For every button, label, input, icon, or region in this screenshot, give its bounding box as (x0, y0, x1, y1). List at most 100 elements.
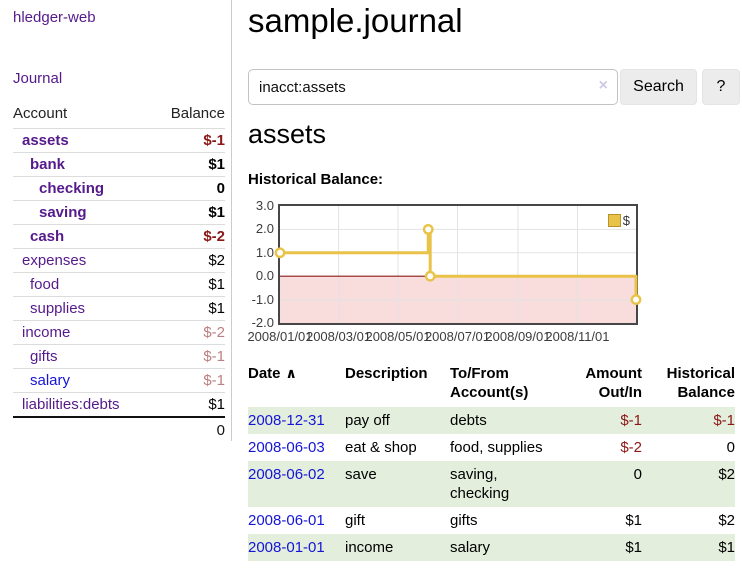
x-axis-tick-label: 2008/05/01 (365, 329, 431, 344)
y-axis-tick-label: 0.0 (255, 268, 274, 284)
account-row: salary $-1 (13, 368, 225, 392)
table-row: 2008-06-01 gift gifts $1 $2 (248, 507, 735, 534)
transaction-date-link[interactable]: 2008-01-01 (248, 539, 325, 556)
transaction-balance: 0 (726, 439, 735, 456)
account-link-assets[interactable]: assets (22, 132, 69, 149)
transaction-description: pay off (345, 412, 390, 429)
y-axis-tick-label: 2.0 (255, 221, 274, 237)
account-row: checking 0 (13, 176, 225, 200)
header-balance: Historical Balance (666, 365, 735, 401)
register-table-header: Date ∧ Description To/From Account(s) Amo… (248, 359, 735, 407)
search-box: × (248, 69, 618, 105)
table-row: 2008-06-03 eat & shop food, supplies $-2 0 (248, 434, 735, 461)
accounts-total: 0 (13, 416, 225, 443)
chart-title: Historical Balance: (248, 171, 384, 188)
transaction-amount: $1 (625, 512, 642, 529)
account-row: bank $1 (13, 152, 225, 176)
account-balance: $1 (208, 276, 225, 293)
transaction-amount: $-2 (620, 439, 642, 456)
transaction-date-link[interactable]: 2008-06-01 (248, 512, 325, 529)
account-row: expenses $2 (13, 248, 225, 272)
table-row: 2008-06-02 save saving, checking 0 $2 (248, 461, 735, 507)
account-balance: $1 (208, 204, 225, 221)
account-balance: $-1 (203, 132, 225, 149)
account-link-supplies[interactable]: supplies (30, 300, 86, 317)
account-balance: $-1 (203, 348, 225, 365)
account-link-food[interactable]: food (30, 276, 60, 293)
transaction-amount: $-1 (620, 412, 642, 429)
accounts-table: Account Balance assets $-1 bank $1 checking 0… (13, 104, 225, 443)
transaction-date-link[interactable]: 2008-06-03 (248, 439, 325, 456)
transaction-description: eat & shop (345, 439, 417, 456)
table-row: 2008-12-31 pay off debts $-1 $-1 (248, 407, 735, 434)
account-link-salary[interactable]: salary (30, 372, 71, 389)
transaction-balance: $1 (718, 539, 735, 556)
accounts-rows: assets $-1 bank $1 checking 0 saving $1 cash $-2 e… (13, 128, 225, 416)
x-axis-tick-label: 2008/03/01 (305, 329, 372, 344)
legend-label: $ (622, 213, 630, 228)
transaction-amount: $1 (625, 539, 642, 556)
account-balance: $1 (208, 300, 225, 317)
search-input[interactable] (248, 69, 618, 105)
account-balance: $-2 (203, 228, 225, 245)
historical-balance-chart: $ 3.0 2.0 1.0 0.0 -1.0 -2.0 2008/01/01 2008/03… (247, 198, 742, 349)
x-axis-tick-label: 2008/01/01 (247, 329, 313, 344)
transaction-balance: $-1 (713, 412, 735, 429)
account-row: cash $-2 (13, 224, 225, 248)
x-axis-tick-label: 2008/07/01 (424, 329, 491, 344)
transaction-description: save (345, 466, 377, 483)
account-link-checking[interactable]: checking (39, 180, 105, 197)
search-bar: × Search ? (248, 69, 742, 105)
transaction-balance: $2 (718, 466, 735, 483)
transaction-accounts: food, supplies (450, 439, 543, 456)
chart-plot-area: $ (274, 204, 642, 325)
table-row: 2008-01-01 income salary $1 $1 (248, 534, 735, 561)
account-link-liabilities-debts[interactable]: liabilities:debts (22, 396, 120, 413)
account-balance: $1 (208, 156, 225, 173)
transaction-description: income (345, 539, 394, 556)
y-axis-tick-label: 3.0 (255, 198, 274, 213)
transaction-accounts: gifts (450, 512, 478, 529)
header-date[interactable]: Date ∧ (248, 365, 297, 382)
account-row: saving $1 (13, 200, 225, 224)
chart-legend: $ (606, 212, 631, 229)
sidebar-item-journal[interactable]: Journal (13, 70, 63, 87)
transaction-accounts: saving, checking (450, 466, 510, 502)
transaction-date-link[interactable]: 2008-12-31 (248, 412, 325, 429)
header-description: Description (345, 365, 428, 382)
account-row: gifts $-1 (13, 344, 225, 368)
account-link-income[interactable]: income (22, 324, 71, 341)
x-axis-tick-label: 2008/09/01 (485, 329, 551, 344)
account-row: food $1 (13, 272, 225, 296)
app-brand-link[interactable]: hledger-web (13, 9, 96, 26)
header-amount: Amount Out/In (585, 365, 642, 401)
sidebar: hledger-web Journal Account Balance asse… (0, 0, 232, 441)
account-row: assets $-1 (13, 128, 225, 152)
transaction-date-link[interactable]: 2008-06-02 (248, 466, 325, 483)
balance-column-header: Balance (170, 105, 225, 122)
account-balance: $-2 (203, 324, 225, 341)
main-content: sample.journal × Search ? assets Histori… (247, 0, 742, 582)
sort-ascending-icon: ∧ (285, 365, 297, 381)
account-balance: $2 (208, 252, 225, 269)
search-button[interactable]: Search (620, 69, 697, 105)
register-table: Date ∧ Description To/From Account(s) Amo… (248, 359, 735, 561)
account-link-bank[interactable]: bank (30, 156, 66, 173)
chart-canvas (274, 206, 642, 323)
accounts-column-header: Account (13, 105, 68, 122)
account-link-expenses[interactable]: expenses (22, 252, 87, 269)
y-axis-tick-label: -1.0 (251, 291, 274, 307)
help-button[interactable]: ? (702, 69, 740, 105)
account-row: liabilities:debts $1 (13, 392, 225, 416)
account-link-cash[interactable]: cash (30, 228, 65, 245)
account-link-gifts[interactable]: gifts (30, 348, 58, 365)
account-row: income $-2 (13, 320, 225, 344)
account-link-saving[interactable]: saving (39, 204, 87, 221)
transaction-accounts: debts (450, 412, 487, 429)
y-axis-tick-label: -2.0 (251, 315, 274, 330)
clear-search-icon[interactable]: × (598, 77, 608, 94)
account-balance: $-1 (203, 372, 225, 389)
y-axis-tick-label: 1.0 (255, 244, 274, 260)
header-accounts: To/From Account(s) (450, 365, 529, 401)
transaction-description: gift (345, 512, 366, 529)
